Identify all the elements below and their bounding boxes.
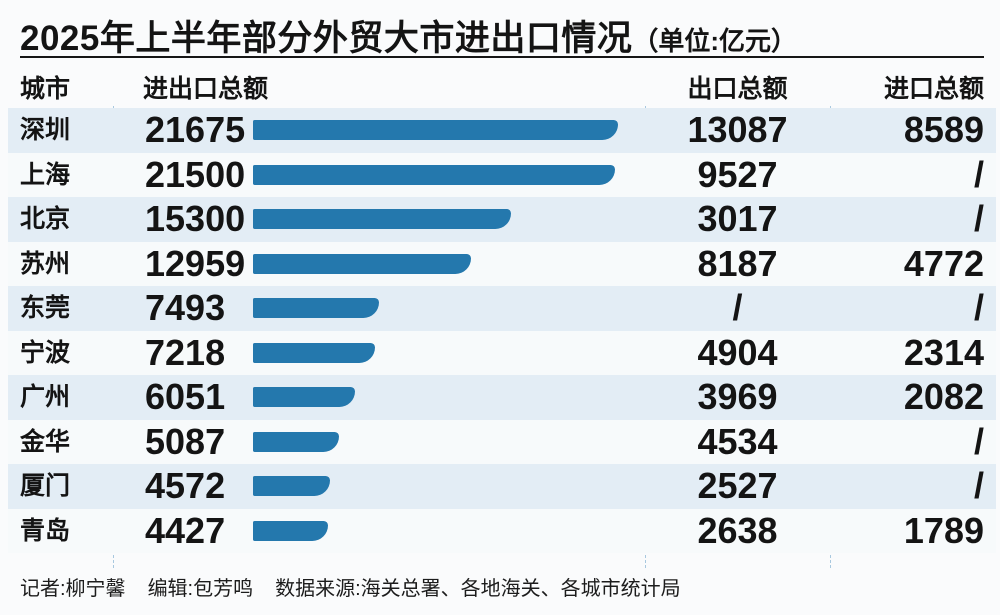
import-value: 4772 <box>903 242 984 284</box>
data-table: 深圳 21675 13087 8589 上海 21500 9527 / 北京 1… <box>8 106 996 568</box>
import-value: 8589 <box>903 109 984 150</box>
table-row: 宁波 7218 4904 2314 <box>8 330 996 375</box>
total-bar <box>253 209 511 229</box>
credit-reporter: 记者:柳宁馨 <box>20 578 126 600</box>
export-value: 4534 <box>697 420 778 462</box>
column-header-city: 城市 <box>20 75 71 103</box>
total-bar <box>253 298 379 318</box>
total-bar <box>253 253 471 274</box>
export-value: 2638 <box>697 509 778 551</box>
total-value: 21500 <box>145 153 246 195</box>
table-row: 青岛 4427 2638 1789 <box>8 508 996 553</box>
table-row: 东莞 7493 / / <box>8 286 996 331</box>
table-row: 北京 15300 3017 / <box>8 197 996 242</box>
table-row: 上海 21500 9527 / <box>8 152 996 197</box>
export-value: 8187 <box>697 242 778 284</box>
import-value: / <box>973 420 984 462</box>
export-value: / <box>732 287 743 328</box>
city-name: 苏州 <box>20 249 71 278</box>
table-row: 金华 5087 4534 / <box>8 419 996 464</box>
total-bar <box>253 120 618 140</box>
city-name: 青岛 <box>20 516 71 545</box>
export-value: 2527 <box>697 465 778 506</box>
city-name: 厦门 <box>20 472 71 500</box>
page-title: 2025年上半年部分外贸大市进出口情况（单位:亿元） <box>20 10 797 61</box>
import-value: / <box>973 287 984 328</box>
title-unit: （单位:亿元） <box>632 26 798 56</box>
import-value: 2082 <box>903 376 984 417</box>
import-value: 1789 <box>903 509 984 551</box>
city-name: 北京 <box>20 205 71 233</box>
credit-source: 数据来源:海关总署、各地海关、各城市统计局 <box>275 578 681 600</box>
city-name: 深圳 <box>20 116 71 144</box>
export-value: 9527 <box>697 153 778 195</box>
title-main: 2025年上半年部分外贸大市进出口情况 <box>20 19 633 58</box>
table-row: 苏州 12959 8187 4772 <box>8 241 996 286</box>
export-value: 3017 <box>697 198 778 239</box>
city-name: 广州 <box>20 383 71 411</box>
table-row: 厦门 4572 2527 / <box>8 464 996 509</box>
total-bar <box>253 476 330 496</box>
total-value: 21675 <box>145 109 246 150</box>
total-value: 4572 <box>145 465 226 506</box>
credits-footer: 记者:柳宁馨 编辑:包芳鸣 数据来源:海关总署、各地海关、各城市统计局 <box>20 572 681 601</box>
import-value: 2314 <box>903 331 984 373</box>
import-value: / <box>973 198 984 239</box>
city-name: 宁波 <box>20 338 71 367</box>
export-value: 3969 <box>697 376 778 417</box>
total-value: 4427 <box>145 509 226 551</box>
total-bar <box>253 342 375 363</box>
import-value: / <box>973 153 984 195</box>
city-name: 上海 <box>20 160 71 189</box>
total-value: 15300 <box>145 198 246 239</box>
total-value: 7218 <box>145 331 226 373</box>
city-name: 东莞 <box>20 294 71 322</box>
total-value: 12959 <box>145 242 246 284</box>
column-header-export: 出口总额 <box>687 75 788 103</box>
total-bar <box>253 520 328 541</box>
export-value: 13087 <box>687 109 788 150</box>
table-row: 广州 6051 3969 2082 <box>8 375 996 420</box>
total-bar <box>253 431 339 452</box>
city-name: 金华 <box>20 427 71 456</box>
credit-editor: 编辑:包芳鸣 <box>147 578 254 600</box>
total-bar <box>253 164 615 185</box>
total-value: 5087 <box>145 420 226 462</box>
total-bar <box>253 387 355 407</box>
table-row: 深圳 21675 13087 8589 <box>8 108 996 153</box>
column-header-import: 进口总额 <box>883 75 984 103</box>
export-value: 4904 <box>697 331 778 373</box>
total-value: 7493 <box>145 287 226 328</box>
column-header-total: 进出口总额 <box>143 75 269 103</box>
title-divider <box>20 56 984 58</box>
import-value: / <box>973 465 984 506</box>
total-value: 6051 <box>145 376 226 417</box>
